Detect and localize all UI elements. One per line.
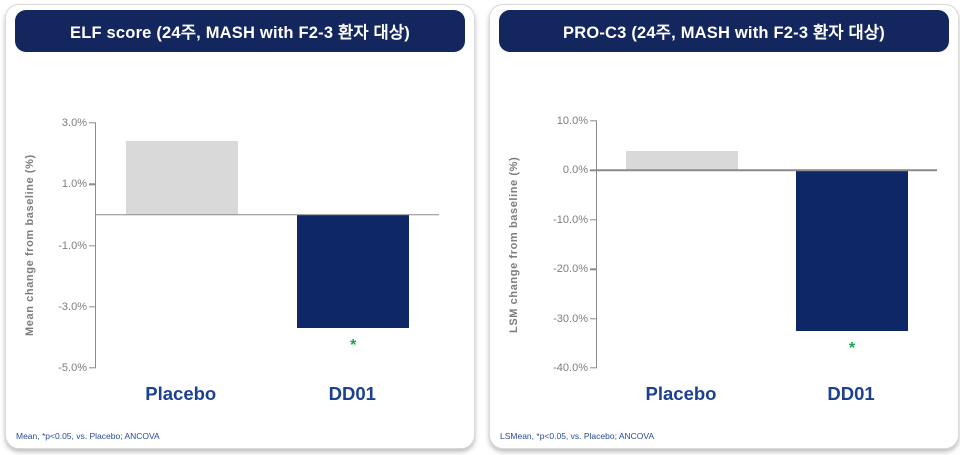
y-tick-label: -40.0% — [553, 362, 588, 374]
chart-title: ELF score (24주, MASH with F2-3 환자 대상) — [69, 24, 410, 42]
category-label-dd01: DD01 — [827, 383, 875, 404]
footnote: LSMean, *p<0.05, vs. Placebo; ANCOVA — [500, 431, 655, 441]
y-axis-title: Mean change from baseline (%) — [24, 154, 36, 337]
bar-dd01 — [796, 170, 908, 331]
pro-c3-chart-card: PRO-C3 (24주, MASH with F2-3 환자 대상) LSM c… — [489, 4, 959, 449]
footnote: Mean, *p<0.05, vs. Placebo; ANCOVA — [16, 431, 160, 441]
y-tick-mark — [89, 367, 96, 369]
x-axis-labels: Placebo DD01 — [596, 383, 936, 409]
category-label-placebo: Placebo — [145, 383, 217, 404]
x-axis-labels: Placebo DD01 — [95, 383, 438, 409]
y-tick-label: -1.0% — [58, 239, 87, 252]
y-tick-mark — [89, 306, 96, 308]
y-tick-mark — [89, 244, 96, 247]
y-tick-mark — [89, 122, 96, 124]
y-axis-title: LSM change from baseline (%) — [508, 156, 520, 333]
y-tick-label: -3.0% — [58, 300, 87, 313]
category-label-placebo: Placebo — [645, 383, 717, 404]
chart-title-pill: PRO-C3 (24주, MASH with F2-3 환자 대상) — [499, 10, 949, 52]
chart-title-pill: ELF score (24주, MASH with F2-3 환자 대상) — [15, 10, 465, 52]
y-tick-mark — [590, 169, 597, 172]
chart-title: PRO-C3 (24주, MASH with F2-3 환자 대상) — [563, 24, 885, 42]
y-tick-label: 10.0% — [556, 115, 588, 127]
y-tick-label: -20.0% — [553, 263, 588, 276]
bar-placebo — [125, 141, 238, 215]
y-tick-label: -10.0% — [553, 213, 588, 226]
y-tick-label: -5.0% — [58, 362, 87, 374]
y-tick-mark — [590, 219, 597, 221]
y-tick-mark — [89, 183, 96, 185]
plot-area: 3.0% 1.0% -1.0% -3.0% -5.0% * — [58, 117, 439, 374]
zero-baseline — [597, 169, 937, 172]
bar-placebo — [626, 151, 738, 171]
y-tick-label: 0.0% — [562, 164, 588, 177]
y-tick-label: -30.0% — [553, 312, 588, 325]
y-tick-label: 3.0% — [61, 117, 87, 129]
y-tick-mark — [590, 367, 597, 369]
y-tick-mark — [590, 268, 597, 270]
zero-baseline — [96, 214, 439, 216]
y-tick-mark — [590, 317, 597, 320]
significance-asterisk: * — [350, 337, 357, 355]
elf-score-chart-card: ELF score (24주, MASH with F2-3 환자 대상) Me… — [5, 4, 475, 449]
category-label-dd01: DD01 — [328, 383, 376, 404]
y-tick-mark — [590, 120, 597, 122]
y-tick-label: 1.0% — [61, 178, 87, 191]
significance-asterisk: * — [848, 339, 856, 357]
bar-dd01 — [297, 214, 410, 329]
plot-area: 10.0% 0.0% -10.0% -20.0% -30.0% -40.0% * — [553, 115, 937, 374]
